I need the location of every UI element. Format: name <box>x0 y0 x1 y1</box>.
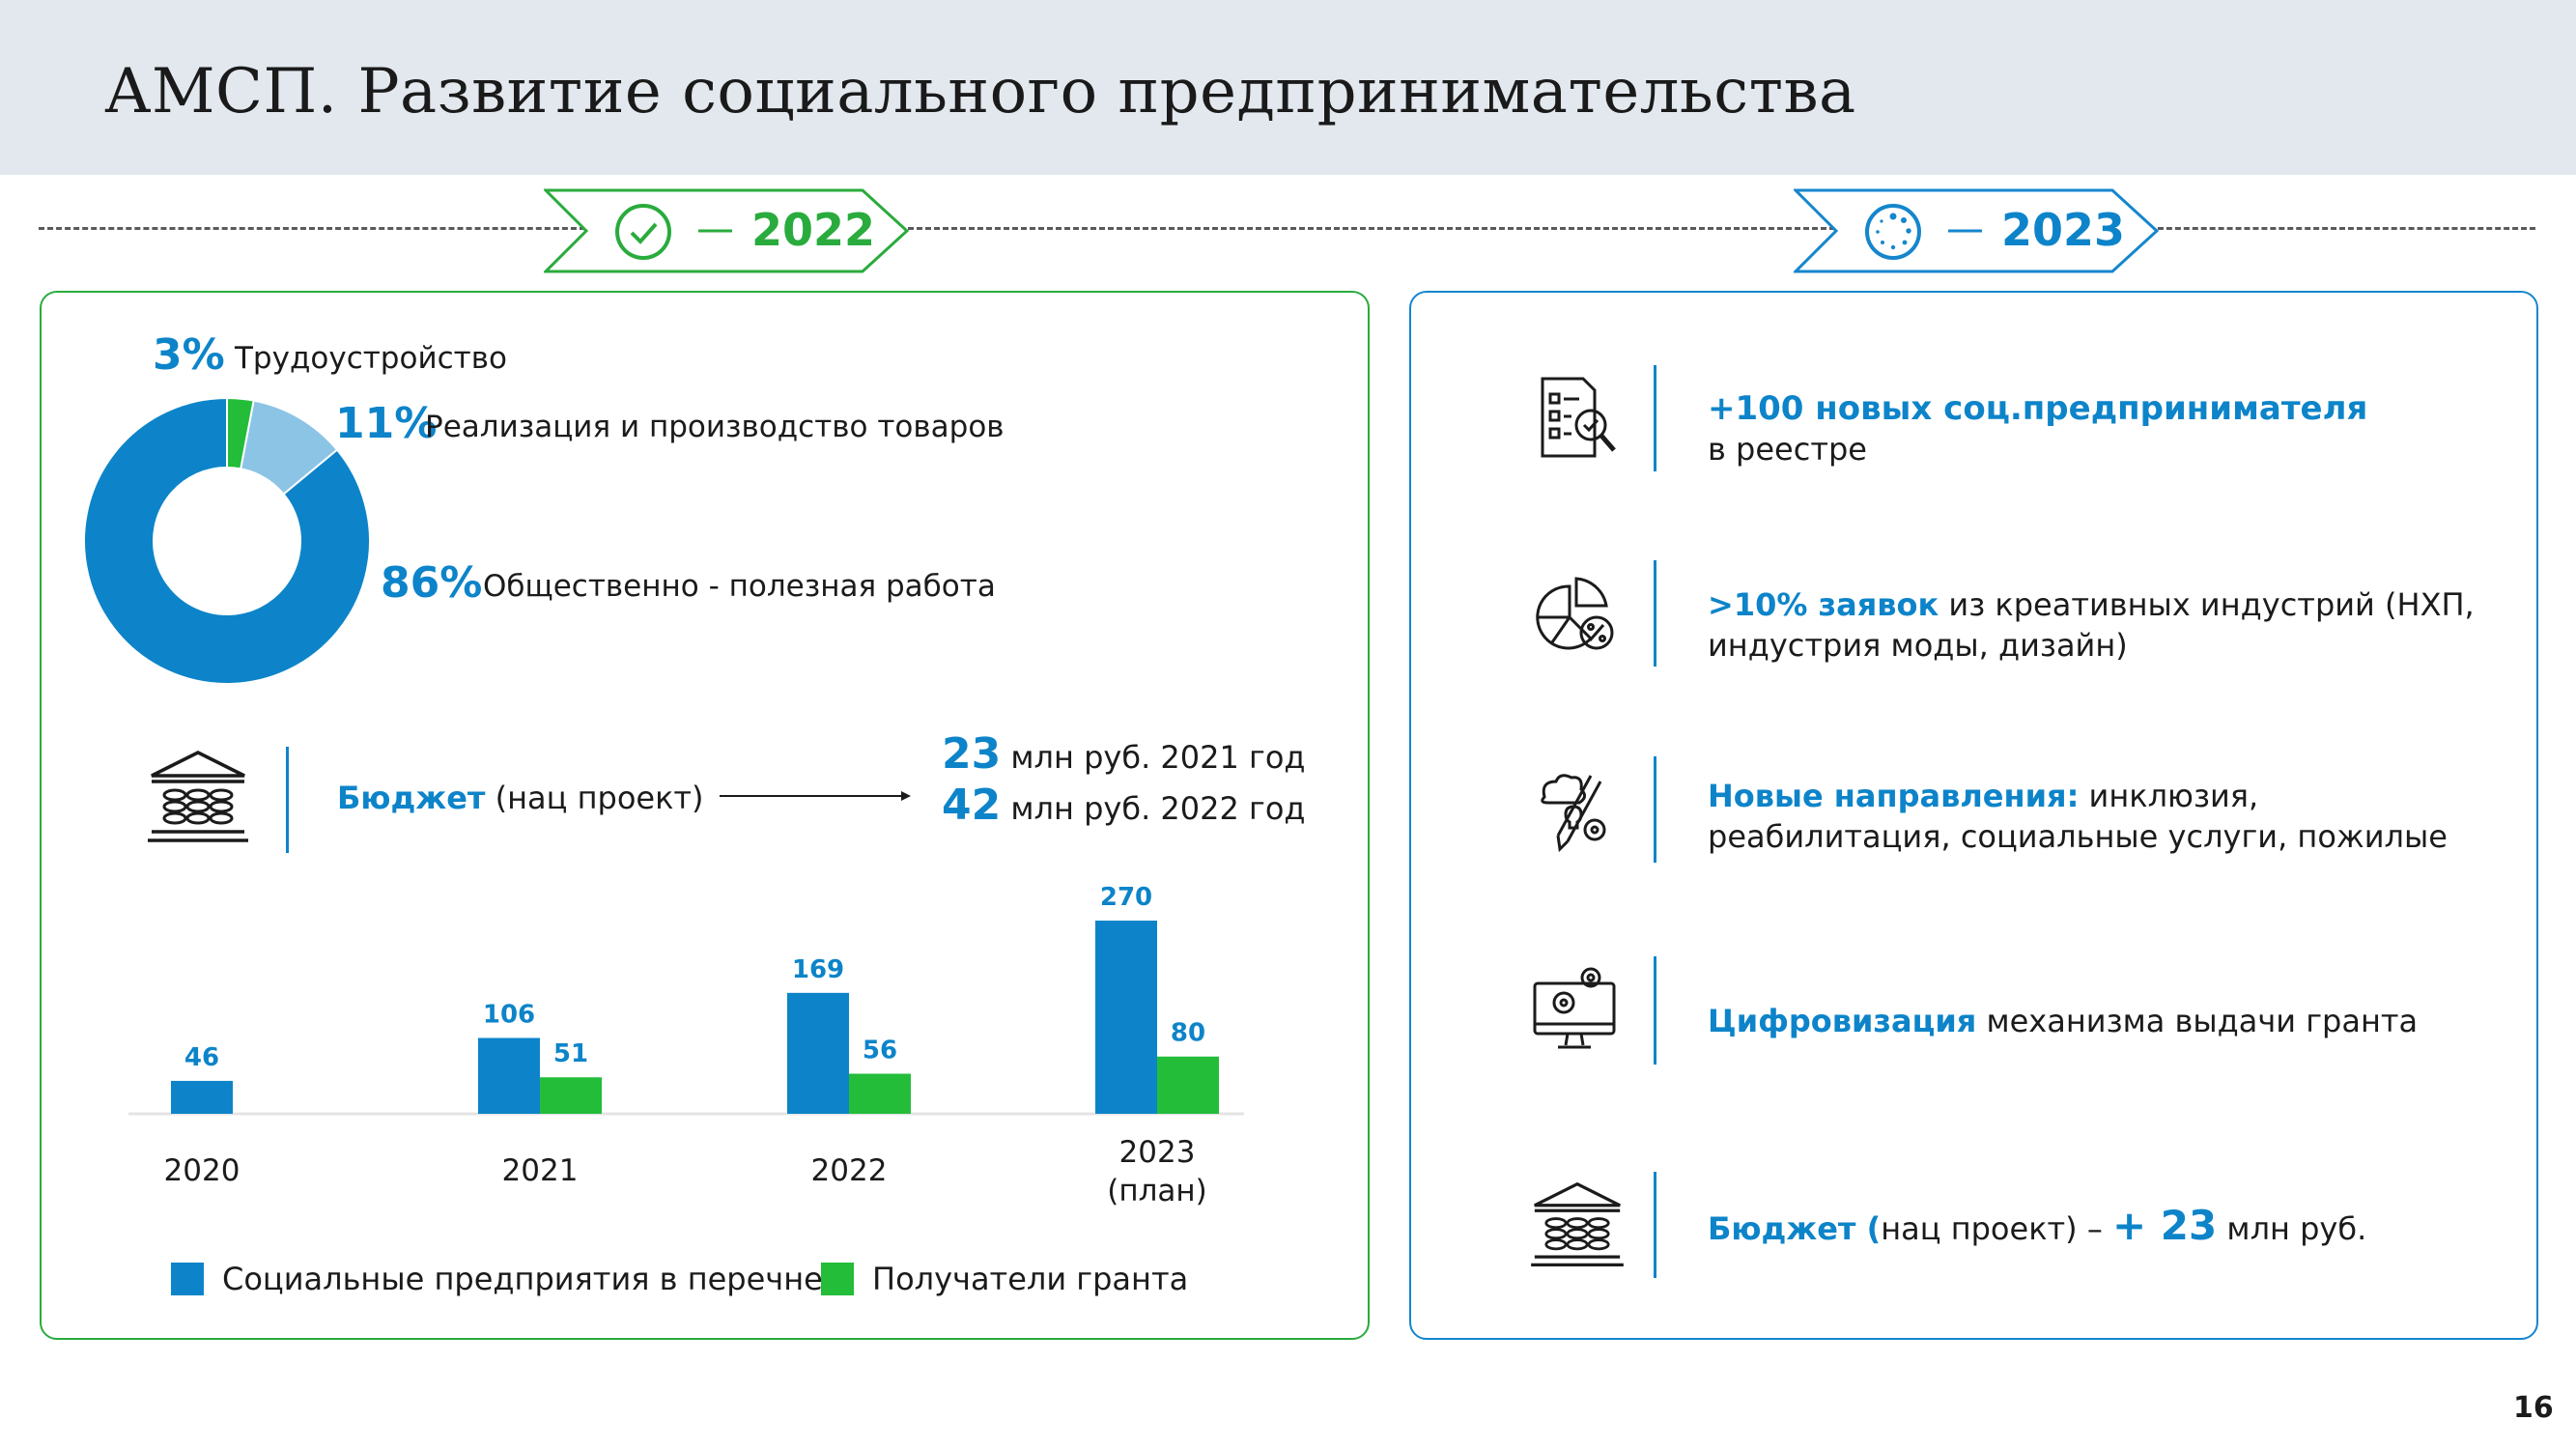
budget-bold: Бюджет ( <box>1708 1210 1882 1247</box>
item-divider <box>1654 956 1656 1065</box>
bar-data-label: 56 <box>863 1037 897 1065</box>
item-new-entrepreneurs: +100 новых соц.предпринимателя в реестре <box>1708 388 2500 469</box>
bank-icon <box>1531 1180 1624 1273</box>
item-divider <box>1654 365 1656 471</box>
year-tag-2022: 2022 <box>544 188 911 273</box>
tag-shape <box>1794 188 2160 273</box>
x-tick-label: (план) <box>1107 1174 1207 1208</box>
bar-data-label: 80 <box>1171 1019 1205 1048</box>
year-tag-2023: 2023 <box>1794 188 2161 273</box>
budget-num: + 23 <box>2111 1202 2218 1249</box>
bar-enterprises <box>787 992 849 1114</box>
item-divider <box>1654 560 1656 667</box>
x-tick-label: 2021 <box>502 1153 579 1188</box>
budget-2022-text: млн руб. 2022 год <box>1001 790 1306 827</box>
item-bold: >10% заявок <box>1708 586 1939 623</box>
legend-swatch-grants <box>821 1263 854 1295</box>
timeline-dash <box>908 227 1835 230</box>
donut-chart <box>83 396 371 685</box>
budget-2022-num: 42 <box>942 781 1002 830</box>
budget-2021: 23 млн руб. 2021 год <box>942 729 1306 779</box>
bar-enterprises <box>171 1080 233 1114</box>
donut-slice-public-work <box>83 396 371 685</box>
item-rest: инклюзия, реабилитация, социальные услуг… <box>1708 778 2448 855</box>
x-tick-label: 2022 <box>811 1153 888 1188</box>
arrow-right-icon <box>720 791 911 801</box>
bar-data-label: 46 <box>184 1043 219 1072</box>
divider-line <box>286 747 289 853</box>
item-budget-2023: Бюджет (нац проект) – + 23 млн руб. <box>1708 1206 2500 1249</box>
item-divider <box>1654 1172 1656 1278</box>
panel-2022 <box>40 291 1370 1340</box>
item-divider <box>1654 756 1656 863</box>
creative-tools-icon <box>1531 768 1618 859</box>
donut-label-production: Реализация и производство товаров <box>425 410 1005 444</box>
bar-data-label: 169 <box>792 955 844 984</box>
item-bold: Новые направления: <box>1708 778 2080 814</box>
panel-2023 <box>1409 291 2538 1340</box>
item-creative-industries: >10% заявок из креативных индустрий (НХП… <box>1708 584 2500 666</box>
legend-swatch-enterprises <box>171 1263 204 1295</box>
item-digitalization: Цифровизация механизма выдачи гранта <box>1708 1001 2500 1041</box>
bar-data-label: 106 <box>483 1000 535 1029</box>
document-search-icon <box>1531 375 1618 466</box>
item-new-directions: Новые направления: инклюзия, реабилитаци… <box>1708 776 2500 857</box>
bar-grants <box>540 1077 602 1114</box>
donut-label-public-work: Общественно - полезная работа <box>483 569 996 604</box>
budget-2021-num: 23 <box>942 729 1002 779</box>
tag-shape <box>544 188 910 273</box>
year-label: 2022 <box>751 204 876 256</box>
item-bold: +100 новых соц.предпринимателя <box>1708 389 2368 428</box>
bar-chart: 46 106 169 270 51 56 80 2020 2021 2022 2023 (план) <box>128 883 1244 1208</box>
x-tick-label: 2020 <box>164 1153 241 1188</box>
budget-2021-text: млн руб. 2021 год <box>1001 739 1306 776</box>
year-label: 2023 <box>2001 204 2126 256</box>
budget-label: Бюджет (нац проект) <box>337 780 704 816</box>
donut-pct-public-work: 86% <box>381 558 483 608</box>
bar-grants <box>849 1073 911 1114</box>
bar-data-label: 51 <box>553 1039 588 1068</box>
bar-enterprises <box>478 1037 540 1114</box>
header-bar <box>0 0 2576 175</box>
monitor-gears-icon <box>1531 966 1618 1057</box>
bar-data-label: 270 <box>1100 883 1152 912</box>
donut-pct-employment: 3% <box>153 330 225 380</box>
budget-2022: 42 млн руб. 2022 год <box>942 781 1306 830</box>
item-rest: механизма выдачи гранта <box>1976 1003 2419 1039</box>
budget-unit: млн руб. <box>2217 1210 2367 1247</box>
donut-label-employment: Трудоустройство <box>235 341 507 376</box>
budget-label-rest: (нац проект) <box>485 780 704 816</box>
timeline-dash <box>2149 227 2535 230</box>
item-rest: в реестре <box>1708 431 1867 468</box>
x-tick-label: 2023 <box>1119 1135 1196 1170</box>
legend-label-grants: Получатели гранта <box>872 1261 1189 1297</box>
item-bold: Цифровизация <box>1708 1003 1977 1039</box>
donut-pct-production: 11% <box>335 399 438 448</box>
item-rest: из креативных индустрий (НХП, индустрия … <box>1708 586 2475 664</box>
page-number: 16 <box>2513 1391 2554 1425</box>
page-title: АМСП. Развитие социального предпринимате… <box>104 56 1856 128</box>
bar-grants <box>1157 1056 1219 1114</box>
bank-icon <box>148 749 248 849</box>
bar-enterprises <box>1095 921 1157 1114</box>
budget-rest: нац проект) – <box>1881 1210 2112 1247</box>
legend-label-enterprises: Социальные предприятия в перечне <box>222 1261 823 1297</box>
pie-percent-icon <box>1531 573 1618 664</box>
timeline-dash <box>39 227 594 230</box>
budget-label-bold: Бюджет <box>337 780 486 816</box>
